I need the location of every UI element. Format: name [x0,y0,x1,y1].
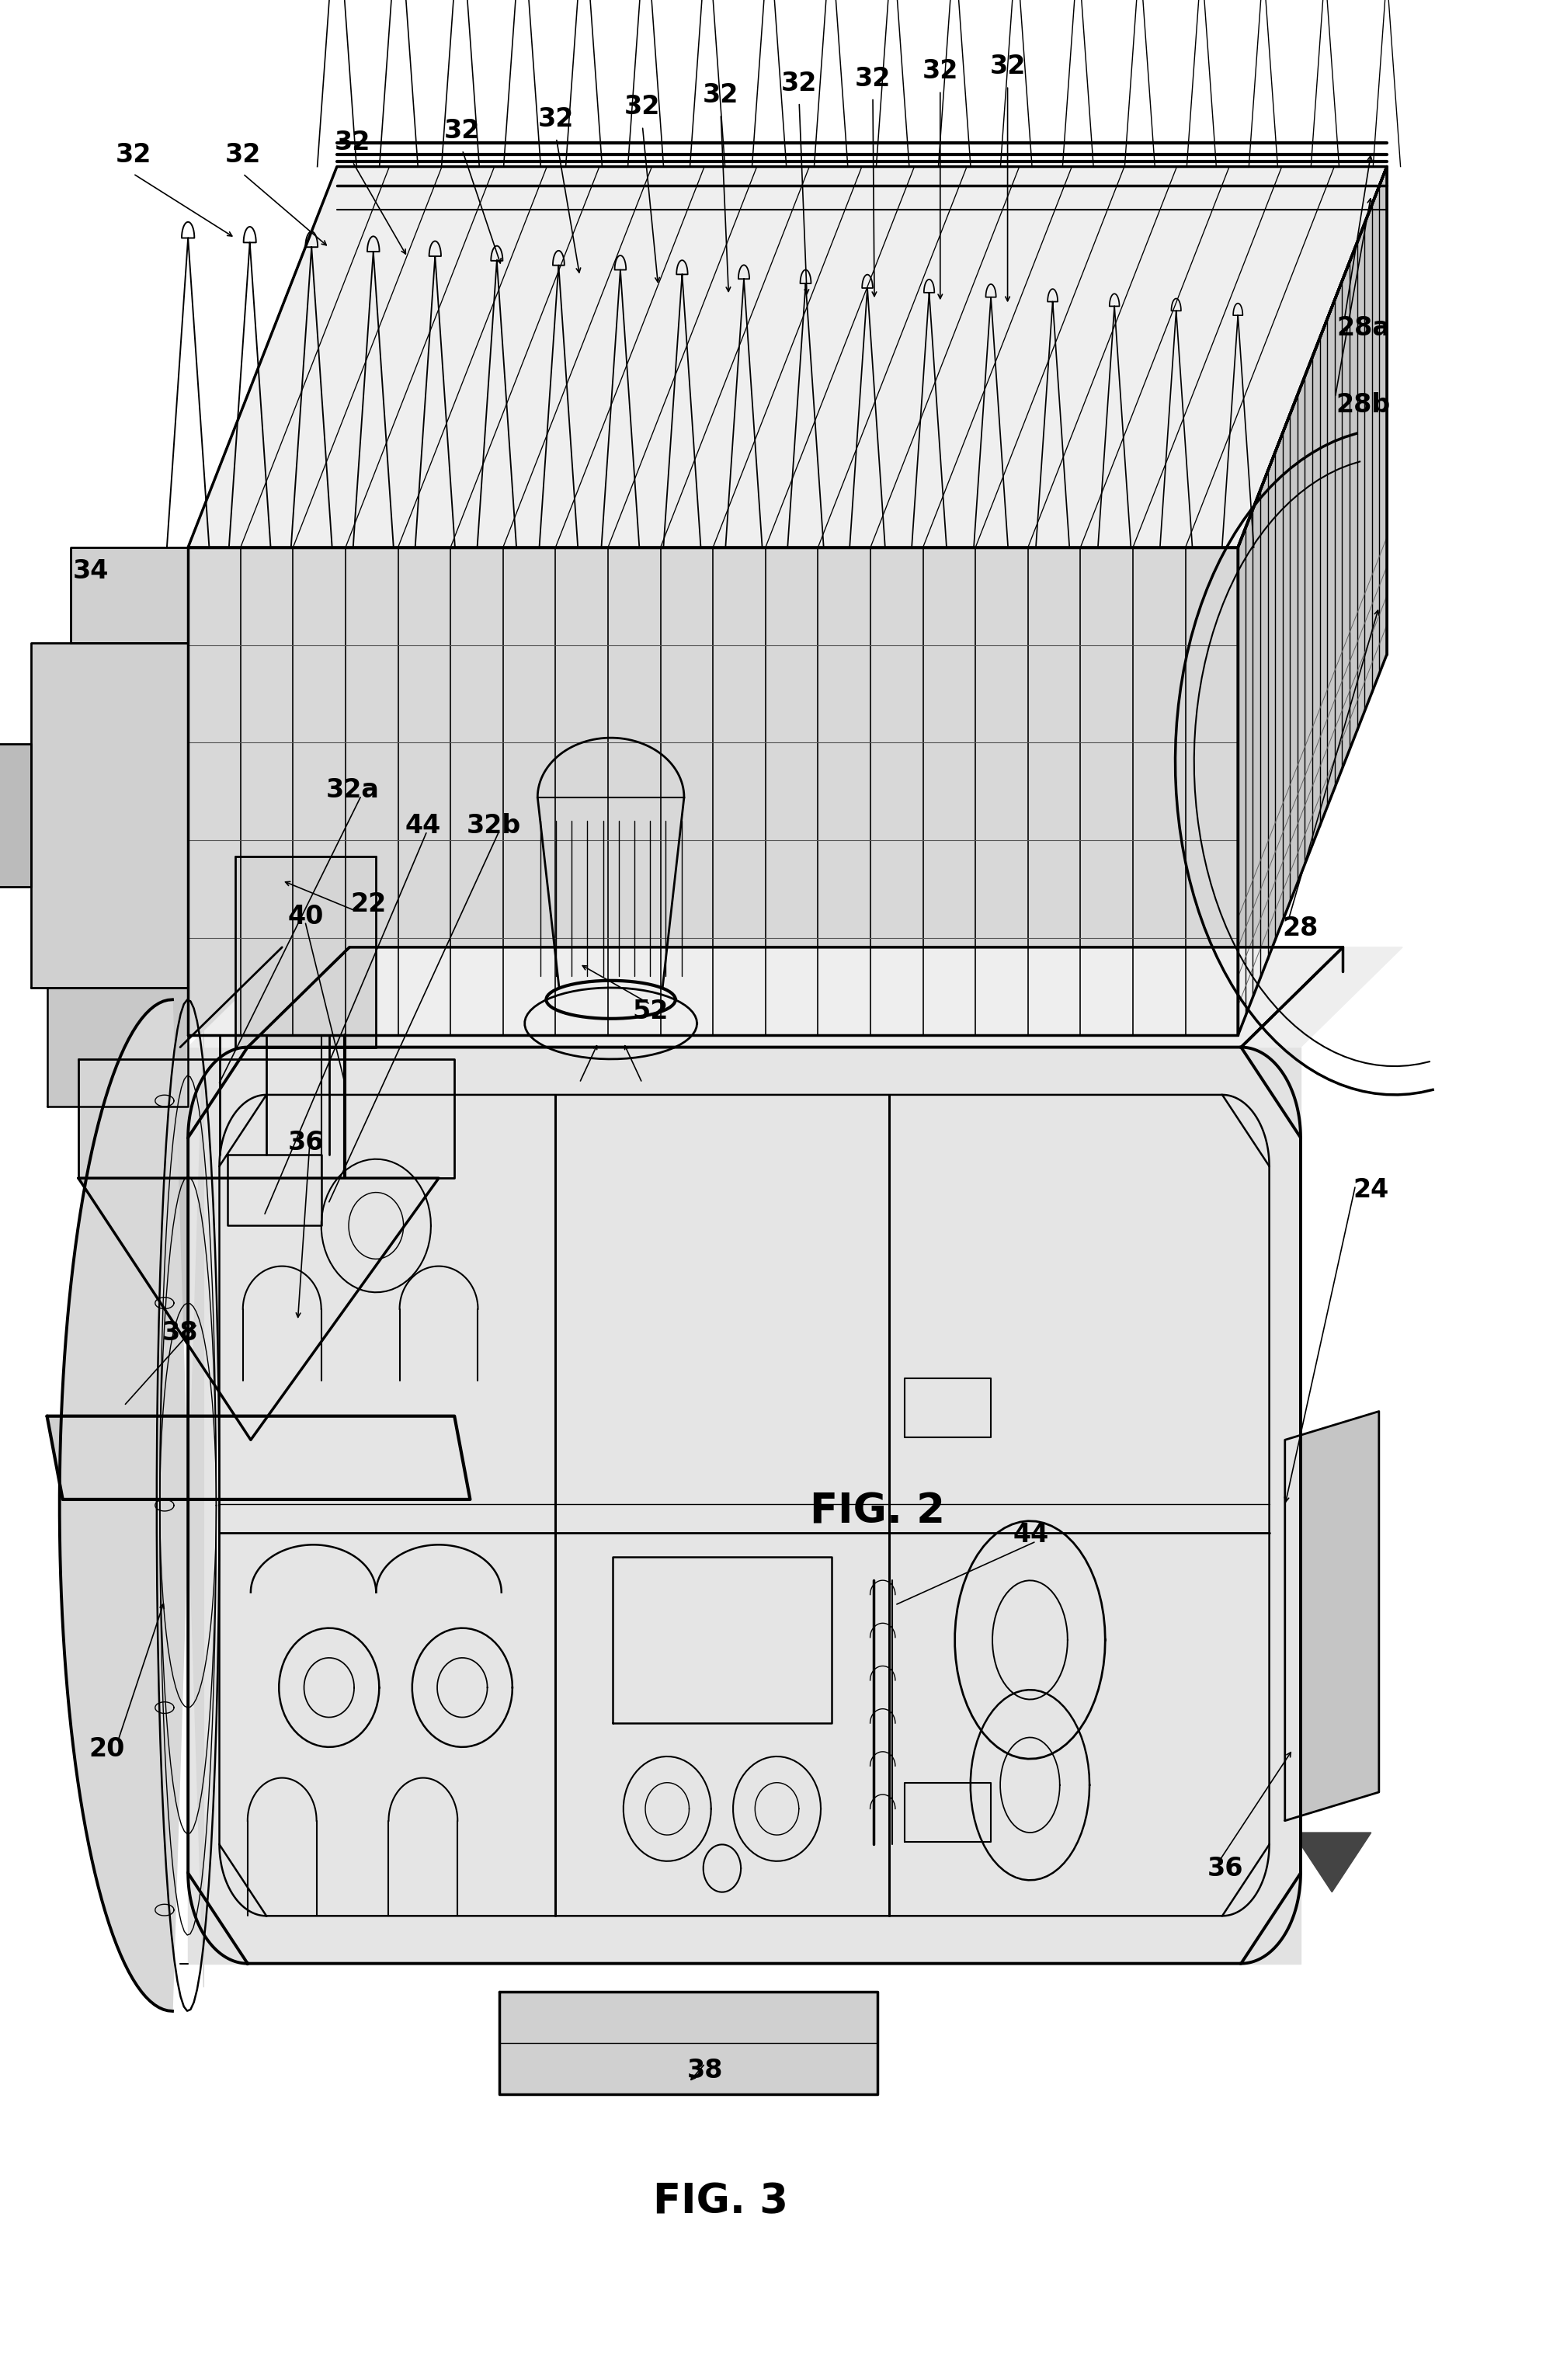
Polygon shape [613,1557,832,1723]
Text: 32: 32 [226,143,260,167]
Polygon shape [1293,1833,1371,1892]
Text: 36: 36 [287,1130,324,1154]
Text: 32b: 32b [467,814,520,838]
Text: 36: 36 [1207,1856,1244,1880]
Text: 32: 32 [704,83,738,107]
Text: 34: 34 [74,559,108,583]
Polygon shape [227,1154,321,1226]
Text: 44: 44 [1014,1523,1048,1547]
Polygon shape [31,643,188,988]
Text: 38: 38 [161,1321,199,1345]
Polygon shape [188,1047,1301,1964]
Text: 38: 38 [686,2059,724,2082]
Text: FIG. 2: FIG. 2 [810,1492,945,1530]
Polygon shape [904,1378,990,1438]
Polygon shape [235,857,376,1047]
Polygon shape [188,947,1402,1047]
Text: 32: 32 [335,131,370,155]
Text: 32a: 32a [326,778,379,802]
Text: 32: 32 [856,67,890,90]
Polygon shape [60,1000,204,2011]
Text: 20: 20 [89,1737,124,1761]
Text: 52: 52 [633,1000,668,1023]
Text: 32: 32 [990,55,1025,79]
Text: 32: 32 [782,71,816,95]
Text: 32: 32 [539,107,574,131]
Polygon shape [78,1178,439,1440]
Polygon shape [188,547,1238,1035]
Text: 28: 28 [1283,916,1318,940]
Polygon shape [500,1992,878,2094]
Text: 32: 32 [116,143,150,167]
Polygon shape [47,988,188,1107]
Text: 44: 44 [406,814,440,838]
Polygon shape [0,743,31,888]
Text: 24: 24 [1354,1178,1388,1202]
Text: FIG. 3: FIG. 3 [653,2182,788,2221]
Text: 22: 22 [351,892,385,916]
Text: 32: 32 [625,95,660,119]
Polygon shape [1238,167,1387,1035]
Text: 28b: 28b [1337,393,1390,416]
Polygon shape [188,167,1387,547]
Text: 28a: 28a [1337,317,1390,340]
Polygon shape [71,547,188,643]
Polygon shape [78,1059,454,1178]
Polygon shape [188,1047,1301,1964]
Text: 32: 32 [445,119,480,143]
Polygon shape [857,1844,907,1904]
Polygon shape [47,1416,470,1499]
Polygon shape [904,1783,990,1842]
Polygon shape [1285,1411,1379,1821]
Text: 40: 40 [288,904,323,928]
Text: 32: 32 [923,60,957,83]
